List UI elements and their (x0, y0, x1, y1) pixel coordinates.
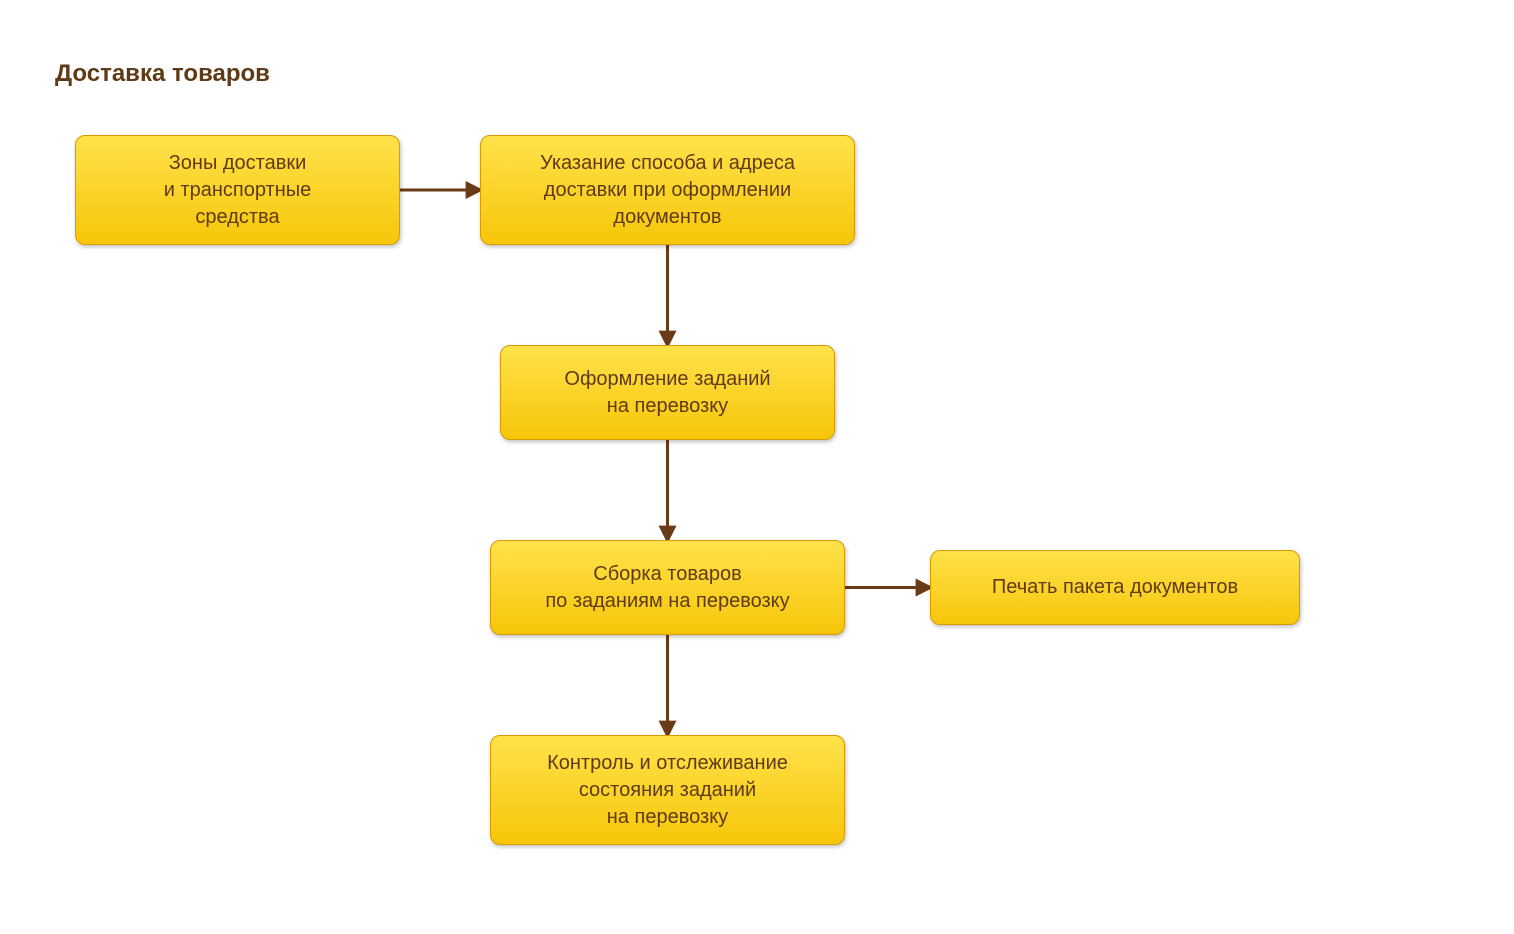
flowchart-canvas: Доставка товаров Зоны доставки и транспо… (0, 0, 1514, 934)
flow-node-print: Печать пакета документов (930, 550, 1300, 625)
flow-node-tasks: Оформление заданий на перевозку (500, 345, 835, 440)
diagram-title: Доставка товаров (55, 60, 270, 88)
flow-node-picking: Сборка товаров по заданиям на перевозку (490, 540, 845, 635)
flow-node-control: Контроль и отслеживание состояния задани… (490, 735, 845, 845)
flow-node-zones: Зоны доставки и транспортные средства (75, 135, 400, 245)
flow-node-address: Указание способа и адреса доставки при о… (480, 135, 855, 245)
